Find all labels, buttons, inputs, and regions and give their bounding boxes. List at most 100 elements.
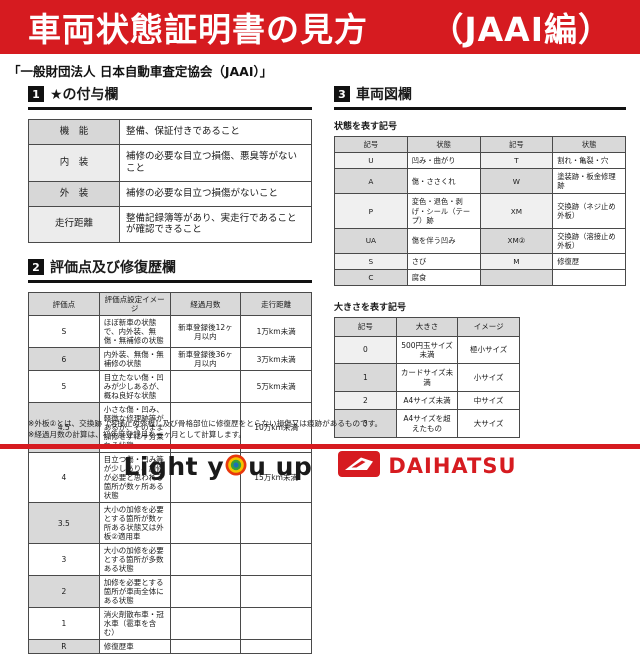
page-banner: 車両状態証明書の見方 （JAAI編）	[0, 0, 640, 54]
table-cell: 中サイズ	[457, 391, 520, 411]
daihatsu-wordmark: DAIHATSU	[388, 454, 517, 478]
column-header: 走行距離	[240, 292, 312, 317]
footnote-line: ※経過月数の計算は、初年度登録月を一ヶ月として計算します。	[28, 429, 246, 439]
table-cell: 補修の必要な目立つ損傷、悪臭等がないこと	[119, 143, 312, 182]
table-cell: 塗装跡・板金修理跡	[552, 168, 626, 195]
table-cell: S	[28, 315, 100, 349]
table-row: A 傷・ささくれ W 塗装跡・板金修理跡	[334, 168, 626, 195]
table-row: 外 装補修の必要な目立つ損傷がないこと	[28, 180, 312, 207]
table-row: C 腐食	[334, 269, 626, 287]
table-cell: T	[479, 152, 554, 170]
table-cell	[479, 269, 554, 287]
table-cell: 消火剤散布車・冠水車（雹車を含む）	[98, 607, 171, 641]
table-cell: 割れ・亀裂・穴	[552, 152, 626, 170]
footer-divider-bar	[0, 444, 640, 449]
table-cell: 大小の加修を必要とする箇所が数ヶ所ある状態又は外板②適用車	[98, 502, 171, 545]
table-cell: 新車登録後12ヶ月以内	[169, 315, 242, 349]
table-cell: 修復歴車	[98, 639, 171, 654]
table-cell: 3	[28, 543, 100, 577]
daihatsu-d-emblem-icon	[338, 451, 381, 481]
section2-header: 2 評価点及び修復歴欄	[28, 257, 312, 284]
table-cell: 変色・退色・剥げ・シール（テープ）跡	[406, 193, 481, 229]
slogan-text-left: Light y	[123, 451, 225, 481]
table-cell: A4サイズを超えたもの	[395, 409, 459, 439]
table-cell: 加修を必要とする箇所が車両全体にある状態	[98, 575, 171, 609]
table-cell: 小サイズ	[457, 363, 520, 393]
table-cell: 腐食	[406, 269, 481, 287]
left-column: 1 ★の付与欄 機 能整備、保証付きであること内 装補修の必要な目立つ損傷、悪臭…	[28, 84, 312, 654]
column-header: 記号	[479, 135, 554, 154]
table-cell	[552, 269, 626, 287]
table-row: U 凹み・曲がり T 割れ・亀裂・穴	[334, 152, 626, 170]
column-header: 評価点設定イメージ	[98, 292, 171, 317]
right-column: 3 車両図欄 状態を表す記号 記号 状態 記号 状態 U 凹み・曲がり T 割れ・亀裂・穴 A 傷…	[334, 84, 626, 439]
table-cell	[169, 607, 242, 641]
table-cell: 1万km未満	[240, 315, 312, 349]
size-table-caption: 大きさを表す記号	[334, 303, 407, 314]
footnotes: ※外板②とは、交換跡（溶接止め外板）及び骨格部位に修復歴をとらない損傷又は痕跡が…	[28, 419, 448, 440]
table-cell: 3万km未満	[240, 347, 312, 372]
table-cell: 凹み・曲がり	[406, 152, 481, 170]
column-header: 状態	[552, 135, 626, 154]
size-symbol-table: 記号 大きさ イメージ 0 500円玉サイズ未満 極小サイズ 1 カードサイズ未満 小サイズ 2 A…	[334, 317, 520, 439]
table-cell: 外 装	[28, 180, 120, 207]
table-cell	[169, 370, 242, 404]
table-cell: C	[334, 269, 408, 287]
table-cell	[240, 502, 312, 545]
table-row: P 変色・退色・剥げ・シール（テープ）跡 XM 交換跡（ネジ止め外板）	[334, 193, 626, 229]
light-you-up-slogan: Light y u up	[123, 450, 312, 482]
table-cell: 3.5	[28, 502, 100, 545]
condition-symbol-table: 記号 状態 記号 状態 U 凹み・曲がり T 割れ・亀裂・穴 A 傷・ささくれ W 塗装跡・板金修理跡…	[334, 135, 626, 287]
section2-number-badge: 2	[28, 259, 44, 276]
symbol-table-caption: 状態を表す記号	[334, 122, 398, 132]
section3-header: 3 車両図欄	[334, 84, 626, 110]
table-cell: M	[479, 252, 554, 271]
table-row: 1 消火剤散布車・冠水車（雹車を含む）	[28, 607, 312, 641]
header-row: 記号 状態 記号 状態	[334, 135, 626, 154]
table-cell: A	[334, 168, 408, 195]
table-cell: 整備、保証付きであること	[119, 119, 312, 145]
section2-title: 評価点及び修復歴欄	[50, 260, 176, 277]
table-cell	[240, 639, 312, 654]
footnote-line: ※外板②とは、交換跡（溶接止め外板）及び骨格部位に修復歴をとらない損傷又は痕跡が…	[28, 419, 383, 428]
table-cell: A4サイズ未満	[395, 391, 459, 411]
table-cell: 1	[28, 607, 100, 641]
table-cell	[240, 543, 312, 577]
table-cell: 1	[334, 363, 397, 393]
table-cell: ほぼ新車の状態で、内外装、無傷・無補修の状態	[98, 315, 171, 349]
table-row: 3 大小の加修を必要とする箇所が多数ある状態	[28, 543, 312, 577]
table-cell: XM②	[479, 227, 554, 254]
table-cell: 機 能	[28, 119, 120, 145]
column-header: 大きさ	[395, 317, 459, 337]
table-cell	[169, 543, 242, 577]
table-row: 2 A4サイズ未満 中サイズ	[334, 391, 520, 411]
table-cell: 大小の加修を必要とする箇所が多数ある状態	[98, 543, 171, 577]
table-row: 機 能整備、保証付きであること	[28, 119, 312, 145]
column-header: 経過月数	[169, 292, 242, 317]
table-row: 内 装補修の必要な目立つ損傷、悪臭等がないこと	[28, 143, 312, 182]
table-cell	[240, 607, 312, 641]
table-row: 走行距離 整備記録簿等があり、実走行であることが確認できること	[28, 205, 312, 244]
table-cell: 目立たない傷・凹みが少しあるが、概ね良好な状態	[98, 370, 171, 404]
table-cell	[169, 575, 242, 609]
table-cell: 走行距離	[28, 205, 120, 244]
column-header: 記号	[334, 135, 408, 154]
section3-title: 車両図欄	[356, 87, 412, 103]
section1-title: ★の付与欄	[50, 87, 119, 103]
table-row: 5 目立たない傷・凹みが少しあるが、概ね良好な状態 5万km未満	[28, 370, 312, 404]
table-cell: 修復歴	[552, 252, 626, 271]
star-criteria-table: 機 能整備、保証付きであること内 装補修の必要な目立つ損傷、悪臭等がないこと外 …	[28, 119, 312, 244]
table-row: 3 A4サイズを超えたもの 大サイズ	[334, 409, 520, 439]
table-cell: 内外装、無傷・無補修の状態	[98, 347, 171, 372]
table-row: S ほぼ新車の状態で、内外装、無傷・無補修の状態 新車登録後12ヶ月以内 1万km未満	[28, 315, 312, 349]
column-header: 評価点	[28, 292, 100, 317]
table-cell: 補修の必要な目立つ損傷がないこと	[119, 180, 312, 207]
table-cell: 交換跡（ネジ止め外板）	[552, 193, 626, 229]
table-cell: W	[479, 168, 554, 195]
table-cell: 2	[28, 575, 100, 609]
table-cell: 5万km未満	[240, 370, 312, 404]
daihatsu-logo: DAIHATSU	[338, 451, 516, 481]
table-cell: 極小サイズ	[457, 335, 520, 365]
column-header: 記号	[334, 317, 397, 337]
table-cell	[169, 639, 242, 654]
